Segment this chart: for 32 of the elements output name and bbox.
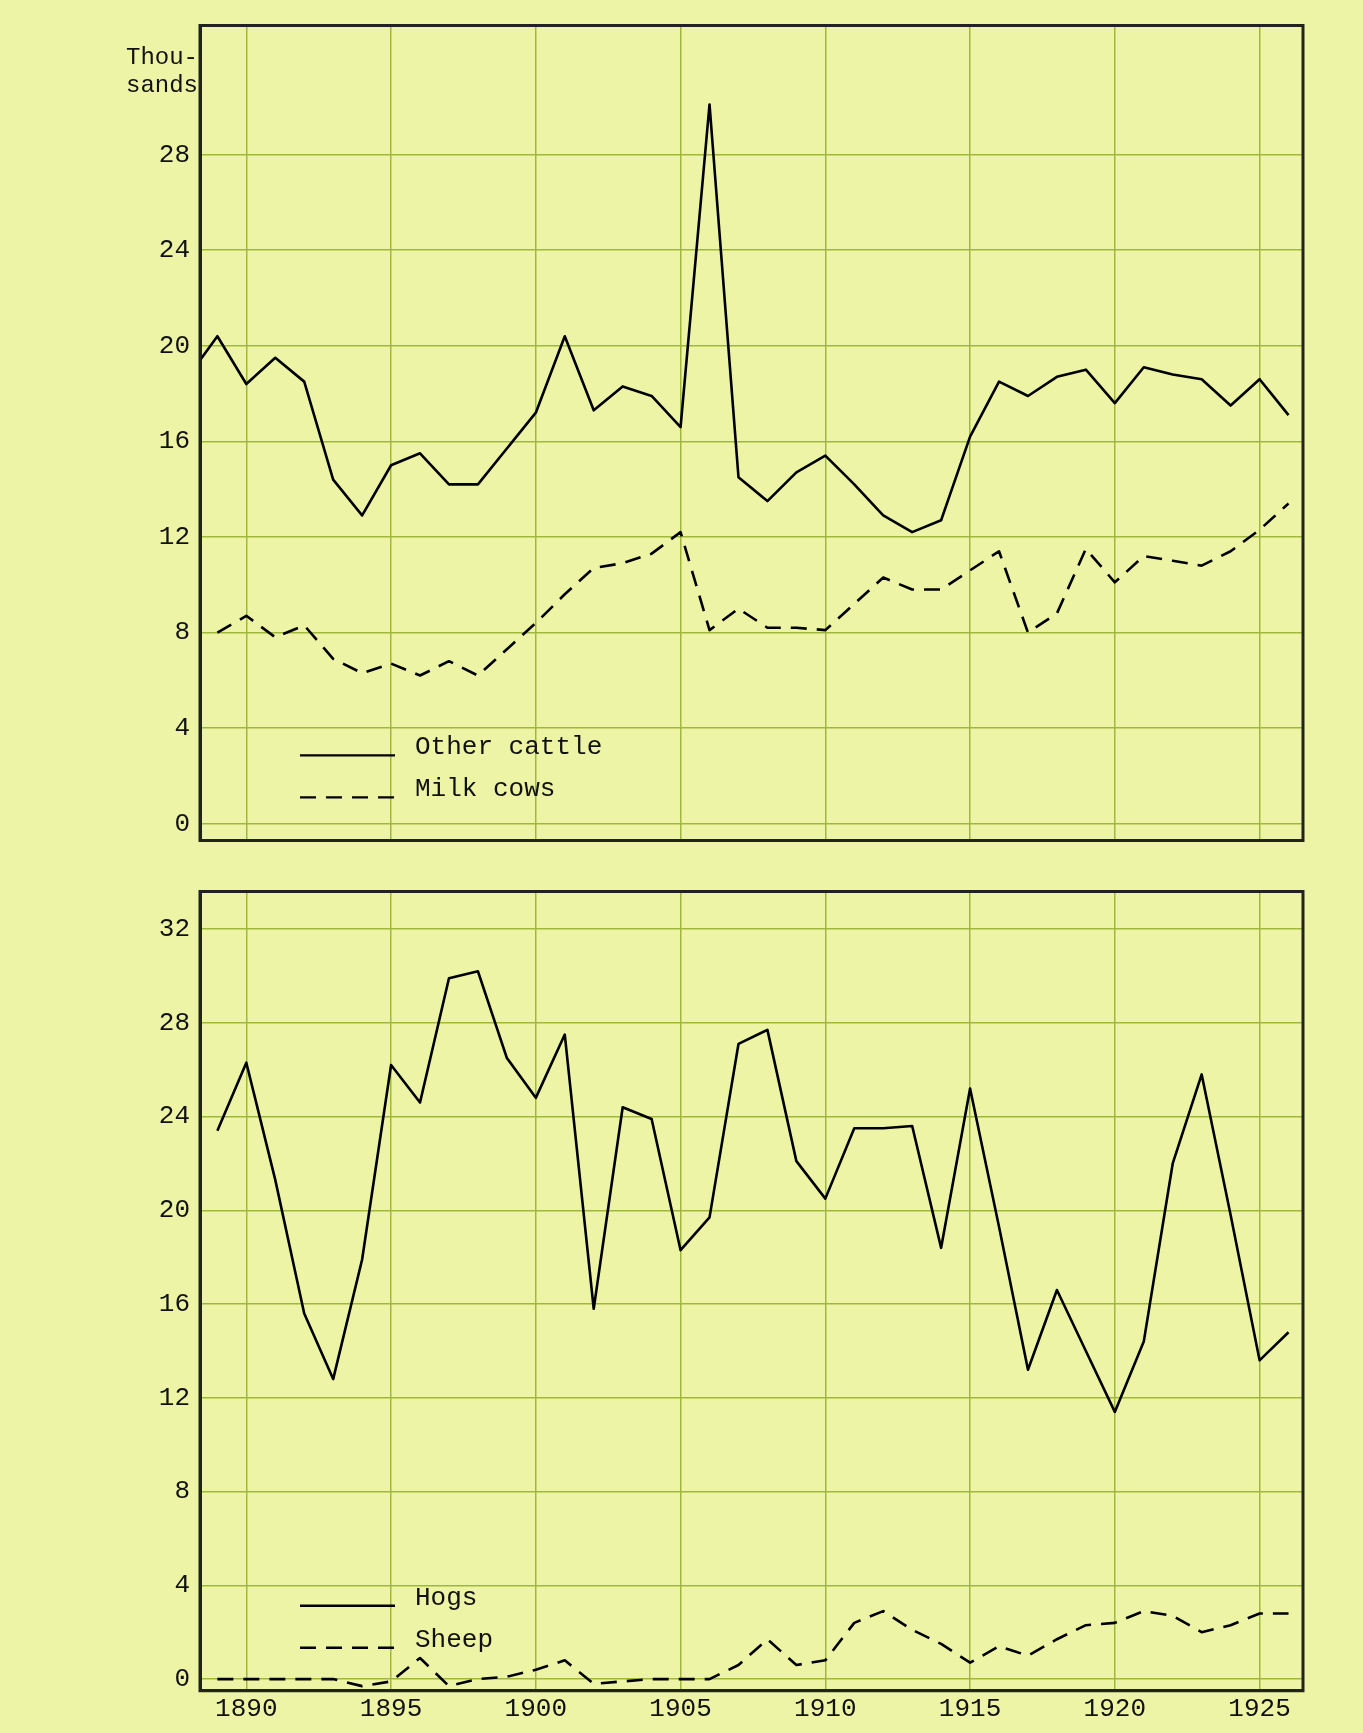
y-tick-label: 0 [174,1663,190,1694]
y-tick-label: 20 [158,330,190,361]
x-tick-label: 1925 [1228,1694,1291,1725]
legend-label: Other cattle [415,732,603,763]
x-tick-label: 1895 [359,1694,423,1725]
y-tick-label: 12 [158,1382,190,1413]
x-tick-label: 1910 [794,1694,857,1725]
x-tick-label: 1900 [504,1694,568,1725]
y-tick-label: 8 [174,1476,190,1507]
y-axis-title: Thou- sands [125,43,198,99]
y-tick-label: 16 [158,426,190,457]
x-tick-label: 1905 [649,1694,712,1725]
y-tick-label: 24 [158,235,190,266]
y-tick-label: 8 [174,617,190,648]
x-tick-label: 1915 [938,1694,1002,1725]
x-tick-label: 1890 [215,1694,278,1725]
y-tick-label: 12 [158,521,190,552]
y-tick-label: 4 [174,1570,190,1601]
line-series [216,502,1290,677]
legend-label: Milk cows [415,774,556,805]
line-series [216,1609,1290,1688]
y-tick-label: 20 [158,1195,190,1226]
legend-label: Hogs [415,1582,478,1613]
y-tick-label: 4 [174,712,190,743]
legend-label: Sheep [415,1624,494,1655]
y-tick-label: 16 [158,1288,190,1319]
y-tick-label: 24 [158,1101,190,1132]
y-tick-label: 28 [158,139,190,170]
y-tick-label: 28 [158,1007,190,1038]
x-tick-label: 1920 [1083,1694,1147,1725]
y-tick-label: 32 [158,913,190,944]
y-tick-label: 0 [174,808,190,839]
